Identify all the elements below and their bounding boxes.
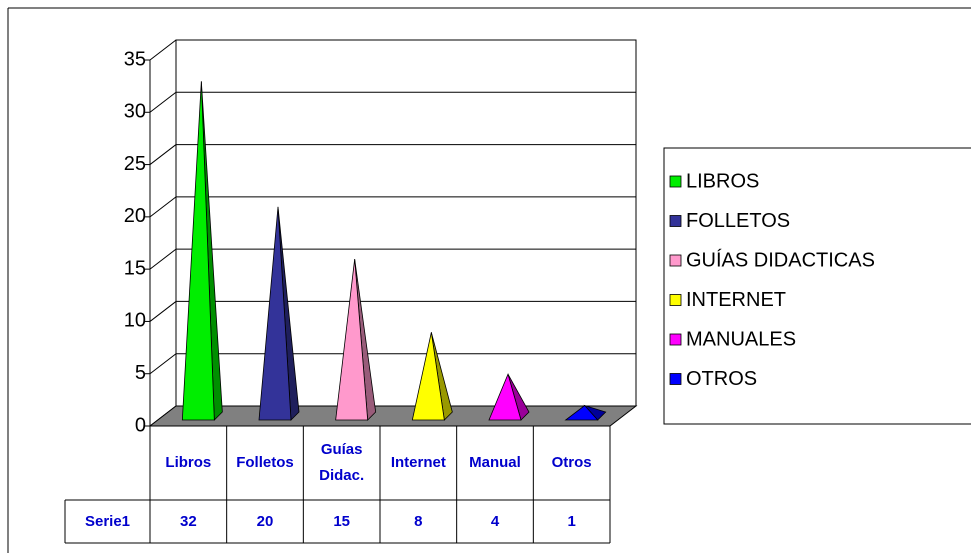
back-wall xyxy=(175,39,637,407)
pyramid xyxy=(258,206,300,421)
table-value: 1 xyxy=(567,512,576,530)
table-value: 8 xyxy=(414,512,423,530)
grid-line xyxy=(149,301,177,322)
legend-label: FOLLETOS xyxy=(686,210,790,232)
legend-box xyxy=(663,147,971,425)
legend-swatch xyxy=(669,175,682,188)
category-label: Libros xyxy=(165,454,212,471)
legend-label: INTERNET xyxy=(686,289,786,311)
legend-label: OTROS xyxy=(686,368,757,390)
pyramid xyxy=(564,404,607,421)
legend-label: GUÍAS DIDACTICAS xyxy=(686,248,875,271)
pyramid-front xyxy=(335,259,369,421)
table-value: 4 xyxy=(490,512,500,530)
category-label: Otros xyxy=(551,454,592,471)
table-value: 32 xyxy=(179,512,197,530)
legend-swatch xyxy=(669,215,682,227)
legend-label: LIBROS xyxy=(686,170,759,192)
grid-line xyxy=(149,91,177,113)
y-tick-label: 25 xyxy=(124,153,146,175)
pyramid xyxy=(181,81,223,421)
legend-swatch xyxy=(669,254,682,267)
pyramid-front xyxy=(564,405,599,421)
row-label: Serie1 xyxy=(84,512,131,530)
legend-label: MANUALES xyxy=(686,328,796,350)
grid-line xyxy=(149,39,177,61)
table-value: 20 xyxy=(256,512,274,530)
category-label: Internet xyxy=(390,454,446,471)
category-label: Guías Didac. xyxy=(319,441,365,484)
pyramid-front xyxy=(258,206,292,421)
grid-line xyxy=(149,248,177,270)
pyramid xyxy=(488,372,530,421)
legend-swatch xyxy=(669,373,682,385)
y-tick-label: 20 xyxy=(124,205,146,227)
category-label: Manual xyxy=(469,454,521,471)
y-tick-label: 10 xyxy=(124,310,146,332)
legend-swatch xyxy=(669,333,682,346)
grid-line xyxy=(149,353,177,375)
y-tick-label: 15 xyxy=(124,257,146,279)
grid-line xyxy=(149,196,177,218)
floor xyxy=(148,405,638,427)
pyramid xyxy=(411,332,453,421)
legend-swatch xyxy=(669,294,682,306)
y-tick-label: 0 xyxy=(135,414,146,436)
y-tick-label: 5 xyxy=(135,362,146,384)
pyramid xyxy=(335,259,377,421)
grid-line xyxy=(149,144,177,165)
category-label: Folletos xyxy=(236,454,294,471)
y-tick-label: 30 xyxy=(124,101,146,123)
pyramid-front xyxy=(411,332,445,421)
pyramid-front xyxy=(488,372,522,421)
pyramid-front xyxy=(181,81,215,421)
table-value: 15 xyxy=(333,512,350,530)
y-tick-label: 35 xyxy=(124,48,146,70)
